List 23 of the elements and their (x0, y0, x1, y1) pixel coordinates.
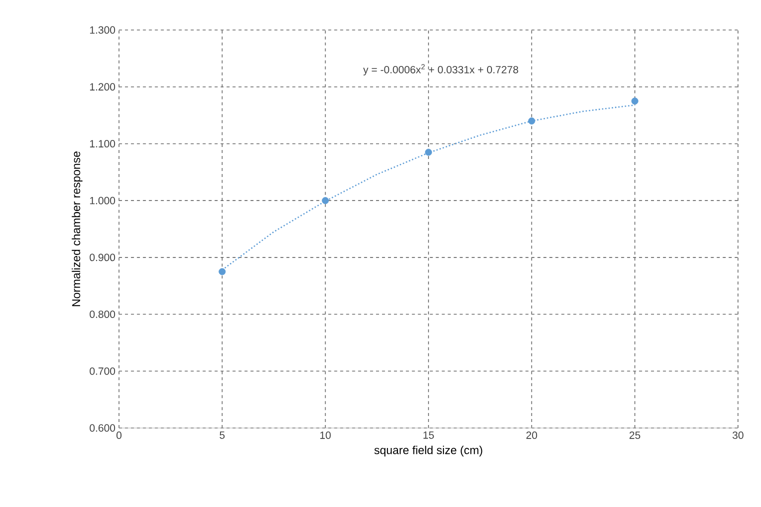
x-tick-label: 10 (320, 432, 331, 439)
x-tick-label: 5 (220, 432, 225, 439)
point (631, 98, 638, 105)
x-axis-title: square field size (cm) (374, 446, 482, 456)
x-tick-label: 30 (732, 432, 744, 439)
point (528, 117, 536, 124)
x-tick-label: 20 (526, 432, 538, 439)
point (322, 197, 329, 204)
point (218, 268, 226, 276)
x-tick-label: 15 (423, 432, 434, 439)
y-tick-label: 0.800 (90, 310, 116, 318)
y-tick-label: 0.600 (90, 424, 116, 432)
y-tick-label: 1.200 (90, 83, 116, 91)
y-axis-title: Normalized chamber response (72, 152, 82, 306)
y-tick-label: 0.900 (90, 254, 116, 262)
y-tick-label: 1.000 (90, 196, 116, 204)
x-tick-label: 25 (630, 432, 640, 439)
point (425, 148, 432, 156)
y-tick-label: 1.100 (90, 140, 116, 148)
y-tick-label: 0.700 (90, 367, 116, 375)
x-tick-label: 0 (116, 432, 122, 439)
y-tick-label: 1.300 (90, 26, 116, 34)
annotation: y = -0.0006x$^{2}$ + 0.0331x + 0.7278 (363, 64, 518, 76)
